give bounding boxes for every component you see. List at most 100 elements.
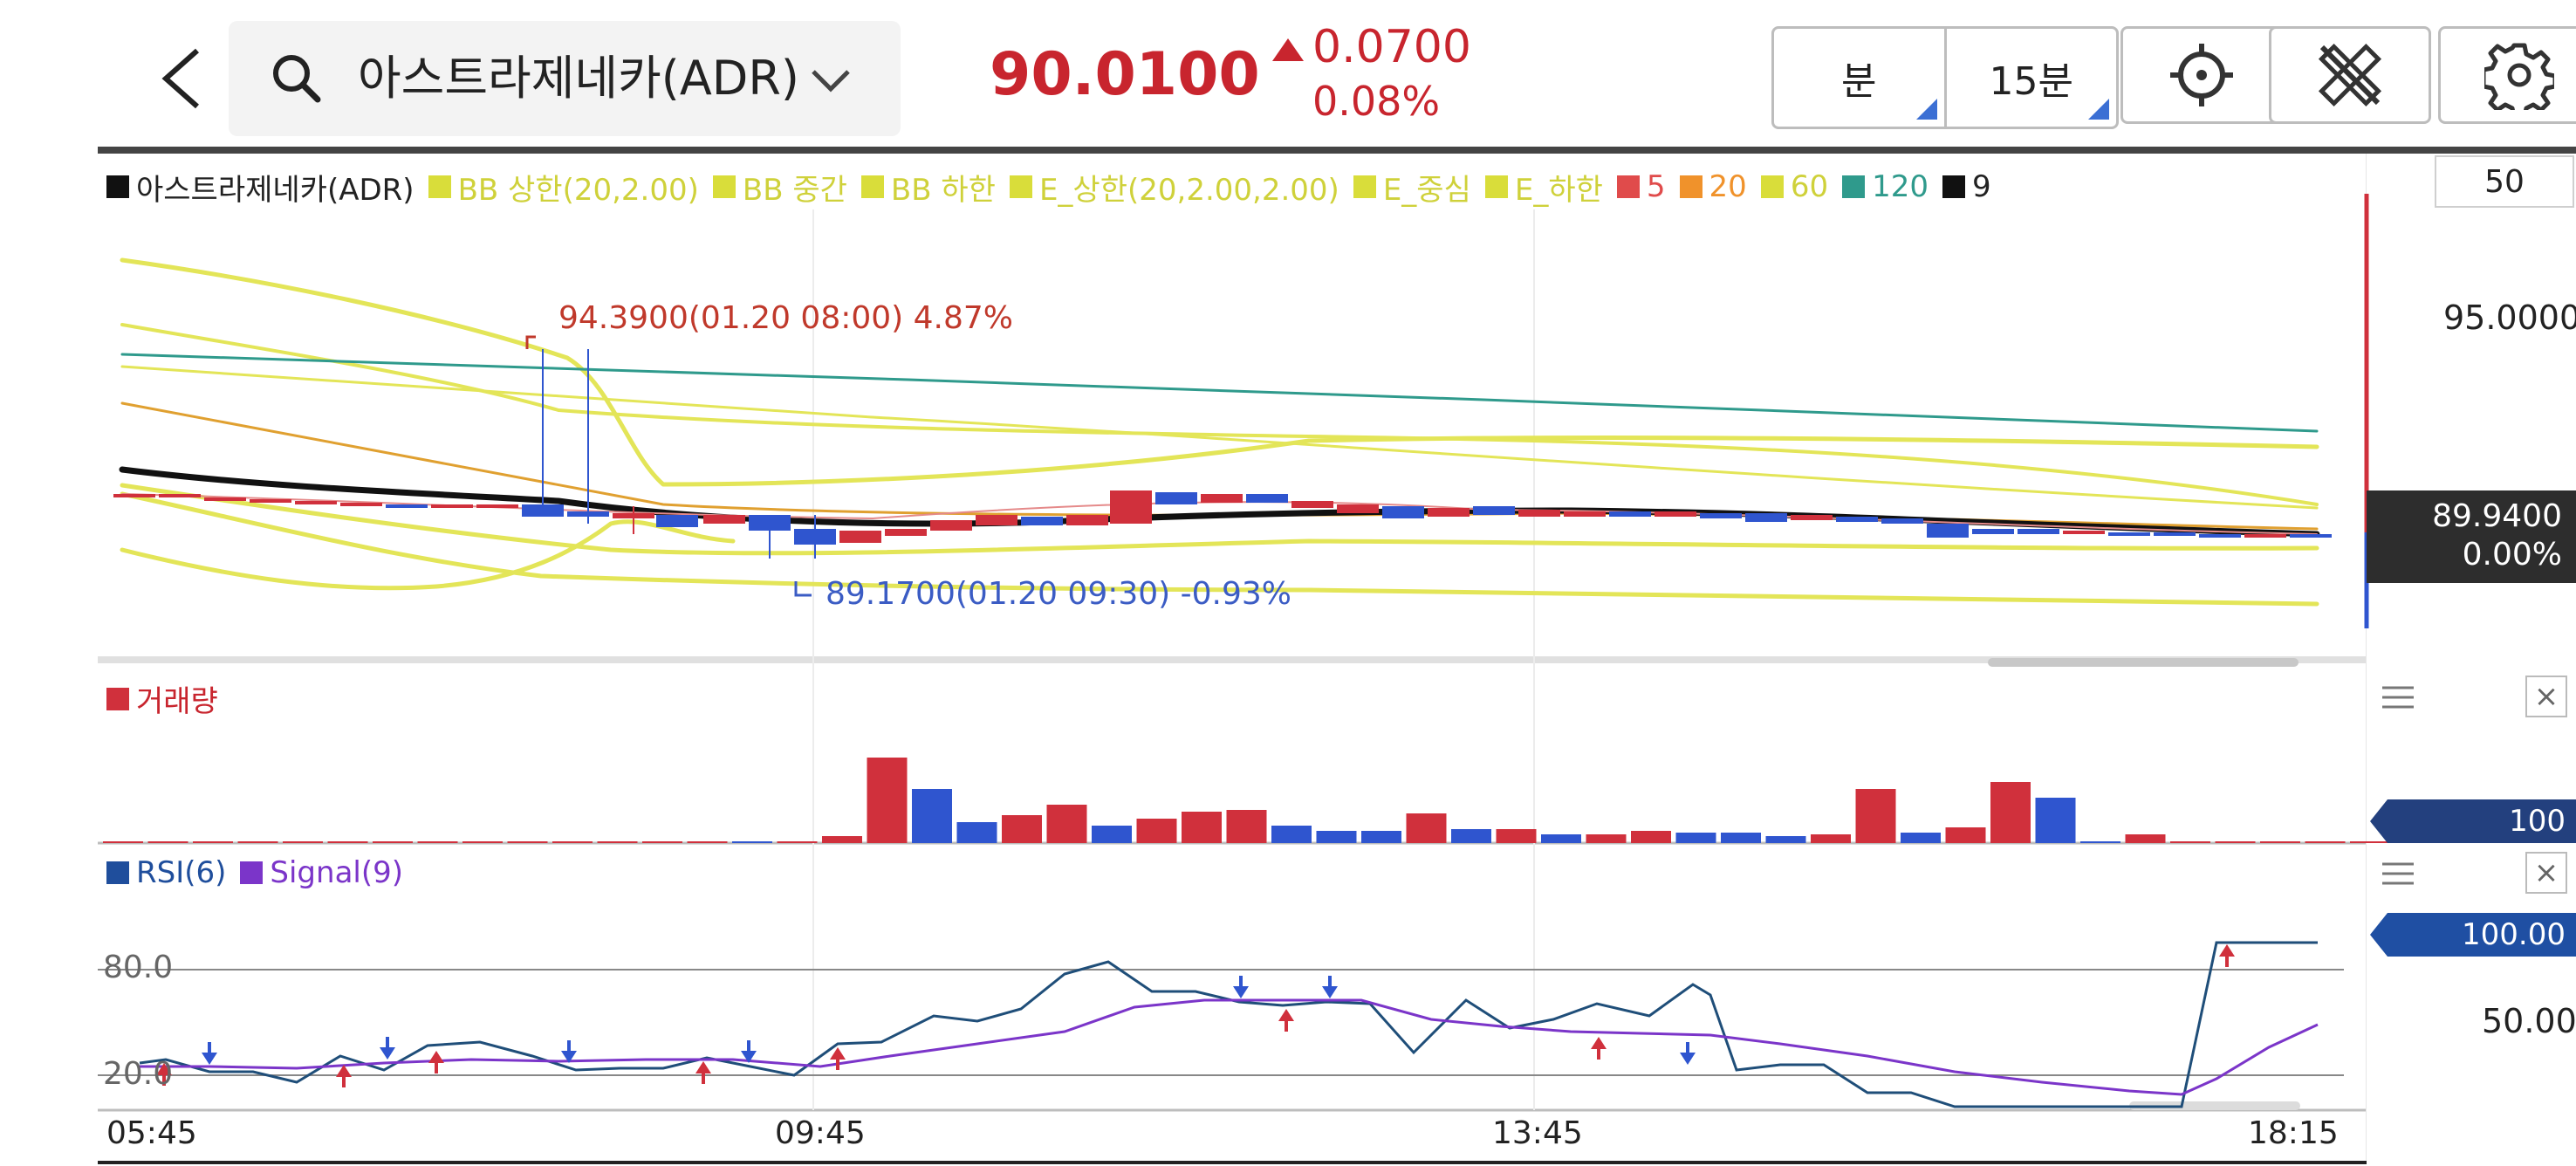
last-price: 89.9400 <box>2432 498 2562 534</box>
high-annotation: 94.3900(01.20 08:00) 4.87% <box>558 300 1014 336</box>
volume-bar <box>1406 813 1447 843</box>
legend-swatch <box>240 861 264 884</box>
axis-period-box[interactable]: 50 <box>2435 155 2574 208</box>
cross-tools-icon <box>2318 43 2382 107</box>
back-arrow-icon[interactable] <box>157 44 209 113</box>
volume-bar <box>237 841 278 843</box>
sell-arrow-icon <box>1322 986 1338 998</box>
candle <box>2199 534 2241 538</box>
legend-swatch <box>1842 175 1866 198</box>
envelope-lower-line <box>120 519 736 591</box>
close-icon[interactable]: × <box>2525 852 2567 894</box>
candle <box>2108 532 2150 536</box>
candle <box>522 504 564 517</box>
crosshair-button[interactable] <box>2120 26 2283 124</box>
candle <box>1655 511 1696 517</box>
legend-item: 20 <box>1679 169 1747 204</box>
rsi-tag-value: 100.00 <box>2462 917 2566 952</box>
candle <box>1066 515 1108 525</box>
volume-bar <box>597 841 638 843</box>
stock-search-box[interactable]: 아스트라제네카(ADR) <box>229 21 901 136</box>
candle <box>839 531 881 543</box>
volume-bar <box>1631 831 1671 843</box>
current-price: 90.0100 <box>990 40 1260 109</box>
legend-item: E_중심 <box>1353 166 1471 209</box>
candle <box>1700 513 1742 518</box>
volume-bar <box>1945 827 1986 843</box>
x-axis-label: 09:45 <box>775 1115 866 1151</box>
rsi-tag: 100.00 <box>2370 913 2576 957</box>
volume-bar <box>2170 841 2210 843</box>
volume-bar <box>2080 841 2120 843</box>
candle <box>613 513 654 518</box>
chevron-down-icon[interactable] <box>808 65 853 96</box>
volume-bar <box>1811 834 1851 843</box>
ma60-line <box>120 365 2319 510</box>
legend-label: 20 <box>1709 169 1747 204</box>
candle <box>250 499 291 503</box>
volume-bar <box>822 836 862 843</box>
volume-bar <box>1586 834 1627 843</box>
rsi-axis-mid: 50.00 <box>2482 1002 2576 1040</box>
volume-bar <box>1765 836 1806 843</box>
ma120-line <box>120 353 2319 433</box>
settings-button[interactable] <box>2438 26 2576 124</box>
volume-bar <box>417 841 458 843</box>
candle <box>431 504 473 508</box>
horizontal-scrollbar[interactable] <box>1988 658 2299 667</box>
period-selector: 분 15분 <box>1771 26 2119 129</box>
candle <box>976 515 1017 525</box>
volume-bar <box>1451 829 1491 843</box>
volume-tag: 100 <box>2370 799 2576 843</box>
candle <box>1021 517 1063 525</box>
close-icon[interactable]: × <box>2525 676 2567 717</box>
candle <box>204 497 246 501</box>
dropdown-corner-icon <box>1915 99 1937 120</box>
rsi-label: RSI(6) <box>136 855 227 890</box>
legend-swatch <box>1009 175 1032 198</box>
legend-label: E_하한 <box>1514 172 1603 208</box>
volume-bar <box>867 758 908 843</box>
volume-bar <box>2350 841 2390 843</box>
candle <box>1609 511 1651 517</box>
candle <box>1337 504 1379 513</box>
volume-tag-value: 100 <box>2509 804 2566 839</box>
volume-bar <box>507 841 548 843</box>
volume-bar <box>2035 798 2076 843</box>
volume-bar <box>283 841 323 843</box>
volume-title: 거래량 <box>106 677 218 720</box>
chart-legend: 아스트라제네카(ADR) BB 상한(20,2.00) BB 중간 BB 하한 E_상한… <box>106 166 2005 208</box>
volume-bar <box>912 789 952 843</box>
candle <box>1745 513 1787 522</box>
volume-bar <box>327 841 368 843</box>
buy-arrow-icon <box>1591 1037 1607 1049</box>
candle <box>930 520 972 531</box>
dropdown-corner-icon <box>2088 99 2109 120</box>
menu-icon[interactable] <box>2381 861 2415 887</box>
rsi-level-high: 80.0 <box>103 950 174 985</box>
sell-arrow-icon <box>561 1051 577 1063</box>
buy-arrow-icon <box>830 1047 846 1060</box>
volume-bar <box>147 841 188 843</box>
volume-bar <box>1226 810 1267 843</box>
sell-arrow-icon <box>1680 1053 1696 1065</box>
search-icon <box>269 51 325 106</box>
legend-label: 60 <box>1790 169 1829 204</box>
menu-icon[interactable] <box>2381 684 2415 710</box>
volume-bar <box>1136 819 1177 843</box>
candle <box>1972 529 2014 534</box>
period-value-button[interactable]: 15분 <box>1943 29 2117 127</box>
drawing-tools-button[interactable] <box>2269 26 2431 124</box>
candle <box>567 511 609 517</box>
buy-arrow-icon <box>2219 944 2235 957</box>
candle <box>340 503 382 506</box>
low-marker <box>794 581 812 597</box>
volume-bar <box>2215 841 2256 843</box>
legend-swatch <box>1353 175 1376 198</box>
sell-arrow-icon <box>1233 986 1249 998</box>
period-unit-button[interactable]: 분 <box>1774 29 1944 127</box>
volume-bar <box>1496 829 1537 843</box>
right-axis-area <box>2367 154 2576 1163</box>
candle <box>1564 511 1606 517</box>
